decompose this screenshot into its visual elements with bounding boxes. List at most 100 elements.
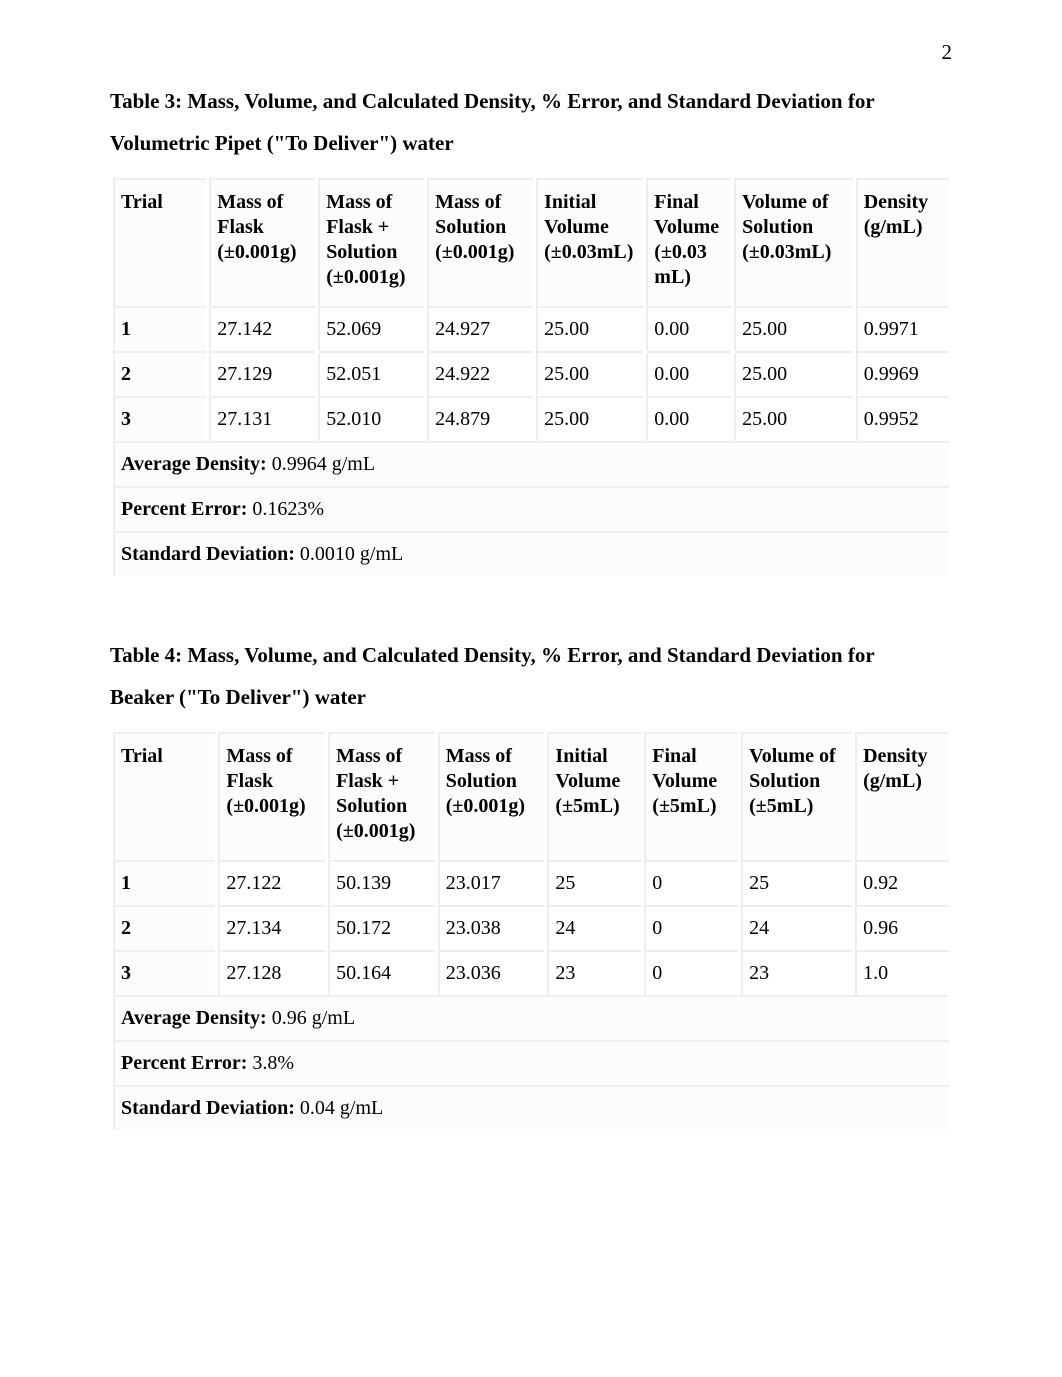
cell: 0.96 — [855, 905, 949, 950]
cell: 50.164 — [328, 950, 435, 995]
cell: 24.922 — [427, 351, 533, 396]
table4-caption-title: Table 4: Mass, Volume, and Calculated De… — [110, 643, 875, 667]
cell: 25.00 — [734, 351, 853, 396]
cell: 25 — [547, 860, 641, 905]
table3-caption-sub: Volumetric Pipet ("To Deliver") water — [110, 131, 454, 155]
cell: 27.131 — [209, 396, 315, 441]
std-dev-label: Standard Deviation: — [121, 1097, 300, 1119]
cell: 50.139 — [328, 860, 435, 905]
std-dev-label: Standard Deviation: — [121, 543, 300, 565]
cell: 1.0 — [855, 950, 949, 995]
cell: 0.00 — [646, 306, 731, 351]
th-mass-flask: Mass of Flask (±0.001g) — [209, 178, 315, 306]
cell: 0 — [644, 860, 738, 905]
stat-row: Standard Deviation: 0.0010 g/mL — [113, 531, 949, 576]
th-density: Density (g/mL) — [856, 178, 949, 306]
stat-row: Standard Deviation: 0.04 g/mL — [113, 1085, 949, 1130]
cell: 24 — [741, 905, 852, 950]
cell-trial: 3 — [113, 950, 215, 995]
cell: 24.879 — [427, 396, 533, 441]
cell: 0 — [644, 905, 738, 950]
cell: 27.142 — [209, 306, 315, 351]
cell-trial: 1 — [113, 306, 206, 351]
th-mass-flask-sol: Mass of Flask + Solution (±0.001g) — [328, 732, 435, 860]
th-density: Density (g/mL) — [855, 732, 949, 860]
cell: 23 — [741, 950, 852, 995]
cell: 0.92 — [855, 860, 949, 905]
cell: 0.00 — [646, 351, 731, 396]
cell: 25.00 — [536, 306, 643, 351]
table-row: 1 27.122 50.139 23.017 25 0 25 0.92 — [113, 860, 949, 905]
th-mass-flask-sol: Mass of Flask + Solution (±0.001g) — [318, 178, 424, 306]
cell: 24.927 — [427, 306, 533, 351]
cell: 25.00 — [536, 351, 643, 396]
cell: 27.129 — [209, 351, 315, 396]
avg-density-value: 0.96 g/mL — [272, 1007, 355, 1029]
cell: 24 — [547, 905, 641, 950]
table4-header-row: Trial Mass of Flask (±0.001g) Mass of Fl… — [113, 732, 949, 860]
pct-error-value: 0.1623% — [252, 498, 324, 520]
cell-trial: 3 — [113, 396, 206, 441]
table3-header-row: Trial Mass of Flask (±0.001g) Mass of Fl… — [113, 178, 949, 306]
th-initial-vol: Initial Volume (±5mL) — [547, 732, 641, 860]
th-final-vol: Final Volume (±5mL) — [644, 732, 738, 860]
table3-caption: Table 3: Mass, Volume, and Calculated De… — [110, 80, 952, 164]
cell: 23 — [547, 950, 641, 995]
cell-trial: 2 — [113, 351, 206, 396]
std-dev-value: 0.04 g/mL — [300, 1097, 383, 1119]
th-trial: Trial — [113, 178, 206, 306]
table4-caption-sub: Beaker ("To Deliver") water — [110, 685, 366, 709]
cell: 52.051 — [318, 351, 424, 396]
pct-error-value: 3.8% — [252, 1052, 294, 1074]
cell-trial: 2 — [113, 905, 215, 950]
cell: 23.038 — [438, 905, 545, 950]
table-row: 3 27.131 52.010 24.879 25.00 0.00 25.00 … — [113, 396, 949, 441]
th-trial: Trial — [113, 732, 215, 860]
cell: 25.00 — [734, 306, 853, 351]
th-vol-solution: Volume of Solution (±5mL) — [741, 732, 852, 860]
cell: 27.134 — [218, 905, 325, 950]
stat-row: Percent Error: 0.1623% — [113, 486, 949, 531]
avg-density-label: Average Density: — [121, 453, 272, 475]
th-mass-solution: Mass of Solution (±0.001g) — [427, 178, 533, 306]
table3-caption-title: Table 3: Mass, Volume, and Calculated De… — [110, 89, 875, 113]
cell: 52.069 — [318, 306, 424, 351]
cell: 0.9952 — [856, 396, 949, 441]
cell: 0.9971 — [856, 306, 949, 351]
avg-density-value: 0.9964 g/mL — [272, 453, 375, 475]
table-row: 2 27.129 52.051 24.922 25.00 0.00 25.00 … — [113, 351, 949, 396]
cell: 27.128 — [218, 950, 325, 995]
std-dev-value: 0.0010 g/mL — [300, 543, 403, 565]
table-row: 2 27.134 50.172 23.038 24 0 24 0.96 — [113, 905, 949, 950]
th-mass-solution: Mass of Solution (±0.001g) — [438, 732, 545, 860]
cell: 52.010 — [318, 396, 424, 441]
cell: 25.00 — [536, 396, 643, 441]
table-row: 3 27.128 50.164 23.036 23 0 23 1.0 — [113, 950, 949, 995]
cell-trial: 1 — [113, 860, 215, 905]
cell: 23.017 — [438, 860, 545, 905]
stat-row: Average Density: 0.9964 g/mL — [113, 441, 949, 486]
th-final-vol: Final Volume (±0.03 mL) — [646, 178, 731, 306]
cell: 23.036 — [438, 950, 545, 995]
cell: 27.122 — [218, 860, 325, 905]
stat-row: Percent Error: 3.8% — [113, 1040, 949, 1085]
cell: 0.00 — [646, 396, 731, 441]
page-number: 2 — [942, 40, 953, 65]
th-initial-vol: Initial Volume (±0.03mL) — [536, 178, 643, 306]
pct-error-label: Percent Error: — [121, 1052, 252, 1074]
cell: 25.00 — [734, 396, 853, 441]
th-mass-flask: Mass of Flask (±0.001g) — [218, 732, 325, 860]
table3: Trial Mass of Flask (±0.001g) Mass of Fl… — [110, 178, 952, 576]
cell: 0.9969 — [856, 351, 949, 396]
stat-row: Average Density: 0.96 g/mL — [113, 995, 949, 1040]
th-vol-solution: Volume of Solution (±0.03mL) — [734, 178, 853, 306]
table4-caption: Table 4: Mass, Volume, and Calculated De… — [110, 634, 952, 718]
pct-error-label: Percent Error: — [121, 498, 252, 520]
table4: Trial Mass of Flask (±0.001g) Mass of Fl… — [110, 732, 952, 1130]
page: 2 Table 3: Mass, Volume, and Calculated … — [0, 0, 1062, 1377]
cell: 25 — [741, 860, 852, 905]
cell: 0 — [644, 950, 738, 995]
avg-density-label: Average Density: — [121, 1007, 272, 1029]
table-row: 1 27.142 52.069 24.927 25.00 0.00 25.00 … — [113, 306, 949, 351]
cell: 50.172 — [328, 905, 435, 950]
